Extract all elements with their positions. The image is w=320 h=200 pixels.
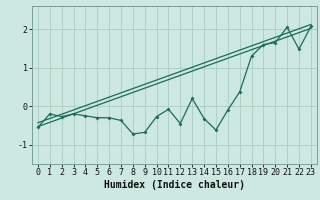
X-axis label: Humidex (Indice chaleur): Humidex (Indice chaleur) [104,180,245,190]
